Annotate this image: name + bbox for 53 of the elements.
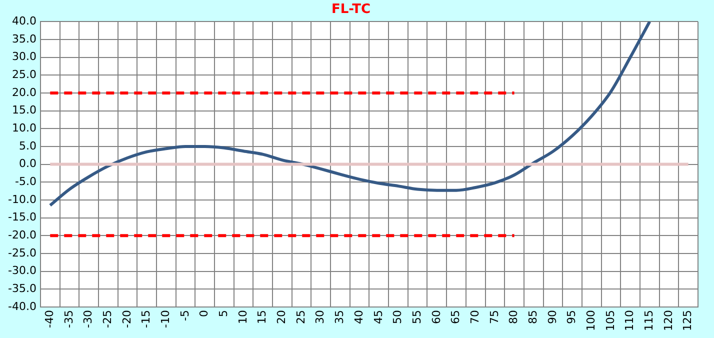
x-tick-label: 80 [507,310,520,324]
y-tick-label: -25.0 [8,246,36,260]
x-tick-label: 70 [468,310,482,324]
y-tick-label: -10.0 [8,192,36,206]
y-tick-label: 10.0 [12,121,36,134]
x-tick-label: 55 [410,310,424,324]
x-tick-label: 45 [372,310,385,324]
x-tick-label: 105 [604,310,617,332]
y-tick-label: -35.0 [8,282,36,296]
y-tick-label: -30.0 [8,264,36,278]
y-tick-label: -5.0 [14,175,36,188]
x-tick-label: 15 [256,310,269,324]
x-tick-label: 60 [430,310,443,324]
x-tick-label: 65 [449,310,462,324]
y-tick-label: 15.0 [12,104,36,117]
x-tick-label: 5 [217,310,230,318]
chart-title: FL-TC [331,2,371,18]
x-tick-label: 25 [294,310,308,324]
x-tick-label: -15 [140,310,153,328]
line-series [48,22,652,207]
x-tick-label: -20 [120,310,134,328]
x-tick-label: 95 [565,310,578,324]
x-tick-label: 75 [488,310,501,324]
x-tick-label: 40 [352,310,366,324]
x-tick-label: 10 [236,310,250,324]
x-tick-label: 125 [681,310,694,332]
y-tick-label: 30.0 [12,50,36,64]
x-tick-label: 120 [662,310,675,332]
x-tick-label: 0 [198,310,211,318]
y-tick-label: 0.0 [18,157,36,170]
x-tick-label: 30 [314,310,327,324]
x-tick-label: 50 [391,310,404,324]
x-tick-label: 90 [546,310,559,324]
x-tick-label: -35 [62,310,76,328]
x-tick-label: -5 [178,310,192,321]
x-tick-label: 100 [584,310,598,332]
y-tick-label: 20.0 [12,86,36,99]
x-tick-label: 110 [623,310,636,332]
x-tick-label: -30 [82,310,95,328]
x-tick-label: 20 [275,310,288,324]
y-tick-label: -15.0 [8,210,36,224]
x-tick-label: -40 [42,310,56,328]
x-tick-label: 35 [333,310,346,324]
y-tick-label: 25.0 [12,68,36,81]
y-tick-label: -20.0 [8,228,36,242]
y-tick-label: 40.0 [12,14,36,28]
x-tick-label: 85 [526,310,540,324]
x-tick-label: 115 [642,310,656,332]
y-tick-label: 35.0 [12,32,36,46]
y-tick-label: 5.0 [18,139,36,152]
x-tick-label: -10 [159,310,172,328]
y-tick-label: -40.0 [8,300,36,313]
x-tick-label: -25 [101,310,114,328]
